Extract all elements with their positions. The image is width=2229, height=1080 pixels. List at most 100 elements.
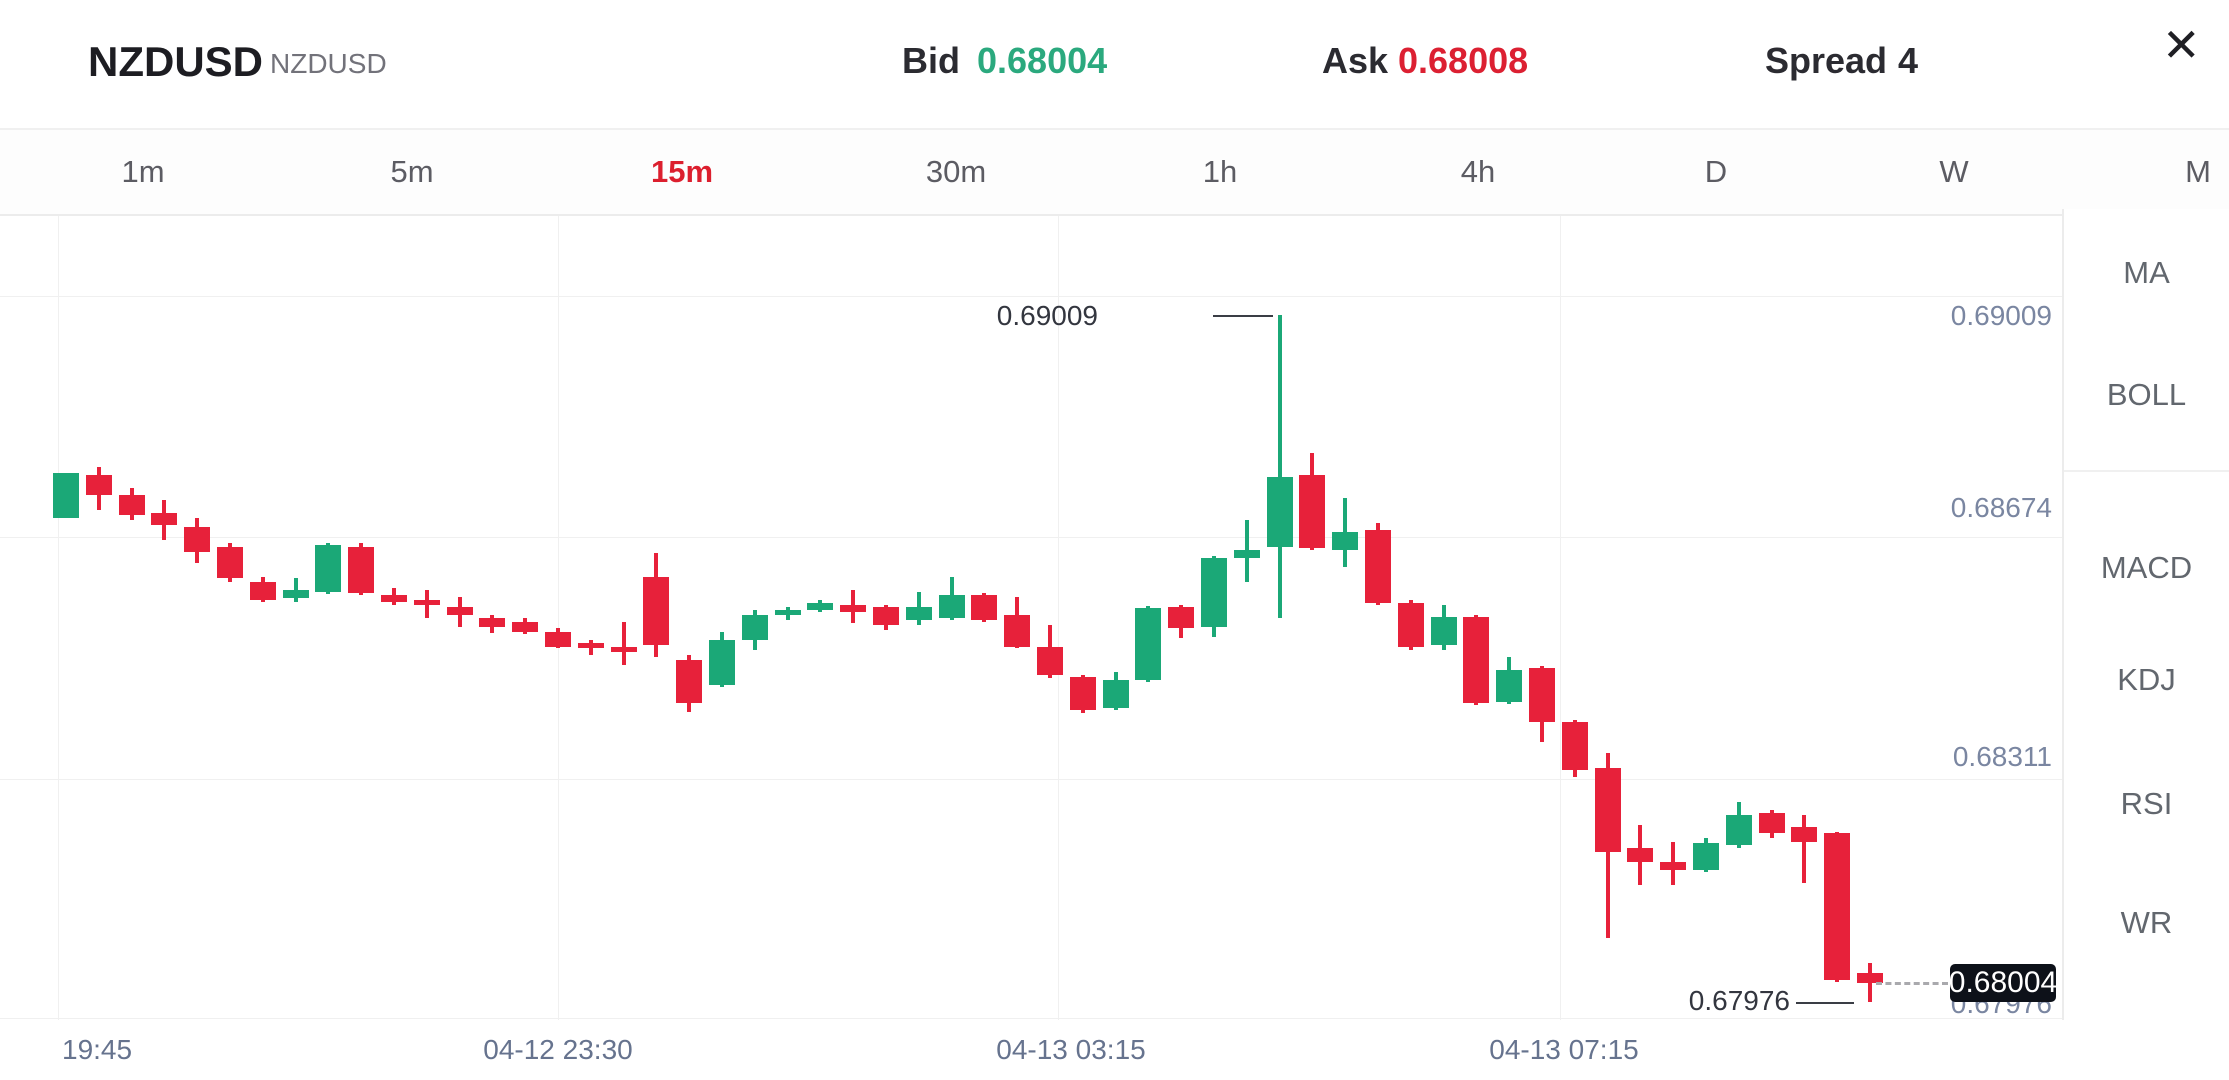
candle-up xyxy=(1332,531,1359,550)
candle-down xyxy=(1824,833,1851,981)
candle-down xyxy=(840,604,867,613)
candle-down xyxy=(217,547,243,578)
candle-down xyxy=(1365,529,1391,603)
candle-down xyxy=(1857,973,1883,984)
indicator-rsi[interactable]: RSI xyxy=(2120,786,2173,821)
candle-down xyxy=(118,495,145,516)
candle-up xyxy=(807,602,834,611)
horizontal-gridline xyxy=(0,1018,2062,1019)
candle-down xyxy=(577,642,604,649)
candle-down xyxy=(479,618,506,627)
candle-up xyxy=(315,545,342,592)
candle-down xyxy=(184,527,211,552)
candle-down xyxy=(643,577,670,645)
vertical-gridline xyxy=(1058,216,1059,1020)
candle-up xyxy=(1693,843,1719,870)
candle-up xyxy=(1201,557,1227,627)
candle-down xyxy=(151,513,178,526)
candle-up xyxy=(1102,680,1129,709)
spread-value: 4 xyxy=(1898,40,1919,81)
tab-1m[interactable]: 1m xyxy=(121,154,165,189)
time-axis-label: 04-13 07:15 xyxy=(1489,1034,1639,1065)
low-annotation-line xyxy=(1796,1002,1854,1004)
horizontal-gridline xyxy=(0,296,2062,297)
tab-1h[interactable]: 1h xyxy=(1202,154,1238,189)
symbol-subtitle: NZDUSD xyxy=(270,48,387,79)
indicator-ma[interactable]: MA xyxy=(2123,255,2170,290)
time-axis-label: 19:45 xyxy=(62,1034,133,1065)
low-price-annotation: 0.67976 xyxy=(1688,985,1790,1016)
bid-label: Bid xyxy=(902,40,960,81)
candle-down xyxy=(413,599,440,605)
candle-up xyxy=(741,614,768,641)
candle-wick xyxy=(1802,815,1807,883)
indicator-boll[interactable]: BOLL xyxy=(2106,377,2187,412)
candle-down xyxy=(249,581,276,600)
candle-up xyxy=(1135,608,1162,681)
candle-down xyxy=(1660,861,1687,870)
high-annotation-line xyxy=(1213,315,1273,317)
candle-down xyxy=(545,632,571,647)
candle-down xyxy=(1758,813,1785,834)
candle-down xyxy=(381,594,407,602)
candle-up xyxy=(938,594,965,619)
candle-down xyxy=(1529,668,1555,722)
tab-30m[interactable]: 30m xyxy=(925,154,987,189)
horizontal-gridline xyxy=(0,779,2062,780)
vertical-gridline xyxy=(58,216,59,1020)
tab-m[interactable]: M xyxy=(2185,154,2211,189)
vertical-gridline xyxy=(1560,216,1561,1020)
candle-up xyxy=(282,589,309,598)
indicator-wr[interactable]: WR xyxy=(2120,905,2173,940)
horizontal-gridline xyxy=(0,537,2062,538)
tab-15m[interactable]: 15m xyxy=(650,154,714,189)
tab-w[interactable]: W xyxy=(1939,154,1969,189)
candle-up xyxy=(709,640,735,685)
candle-down xyxy=(971,594,998,621)
symbol-title: NZDUSD xyxy=(88,38,263,85)
candle-down xyxy=(446,606,473,615)
candle-up xyxy=(1266,477,1293,548)
candle-down xyxy=(610,646,637,653)
candle-down xyxy=(1004,614,1031,647)
candle-down xyxy=(85,475,112,496)
candle-down xyxy=(1299,475,1326,548)
candle-down xyxy=(1037,646,1063,675)
tab-d[interactable]: D xyxy=(1704,154,1728,189)
candle-down xyxy=(1594,767,1621,852)
candle-down xyxy=(1069,676,1096,711)
header: NZDUSD NZDUSD Bid 0.68004 Ask 0.68008 Sp… xyxy=(0,0,2229,128)
ask-value: 0.68008 xyxy=(1398,40,1529,81)
vertical-gridline xyxy=(558,216,559,1020)
candle-wick xyxy=(1277,315,1282,619)
bid-value: 0.68004 xyxy=(977,40,1108,81)
timeframe-tabs: 1m 5m 15m 30m 1h 4h D W M xyxy=(0,128,2229,216)
candle-up xyxy=(1233,549,1260,558)
candle-down xyxy=(1397,602,1424,647)
price-axis-label: 0.68311 xyxy=(1952,741,2052,772)
high-price-annotation: 0.69009 xyxy=(996,300,1098,331)
time-axis-label: 04-13 03:15 xyxy=(996,1034,1146,1065)
candle-down xyxy=(1791,827,1818,842)
candlestick-chart[interactable]: 0.69009 0.67976 0.68004 0.69009 0.68674 0.… xyxy=(0,216,2062,1020)
price-axis-label: 0.68674 xyxy=(1950,492,2052,523)
price-axis-label: 0.69009 xyxy=(1950,300,2052,331)
close-icon[interactable]: ✕ xyxy=(2162,19,2201,71)
candle-up xyxy=(1725,815,1752,846)
indicator-sidebar: MA BOLL MACD KDJ RSI WR xyxy=(2062,209,2229,1080)
candle-down xyxy=(1168,606,1195,629)
indicator-kdj[interactable]: KDJ xyxy=(2117,662,2176,697)
candle-down xyxy=(1627,847,1654,862)
tab-5m[interactable]: 5m xyxy=(390,154,434,189)
time-axis-label: 04-12 23:30 xyxy=(483,1034,633,1065)
candle-down xyxy=(348,547,375,593)
candle-up xyxy=(905,606,932,621)
ask-label: Ask xyxy=(1322,40,1389,81)
candle-wick xyxy=(621,622,626,665)
indicator-macd[interactable]: MACD xyxy=(2100,550,2193,585)
tab-4h[interactable]: 4h xyxy=(1460,154,1496,189)
candle-up xyxy=(1430,616,1457,645)
current-price-dashed-line xyxy=(1876,982,1948,985)
current-price-badge: 0.68004 xyxy=(1949,964,2057,1002)
